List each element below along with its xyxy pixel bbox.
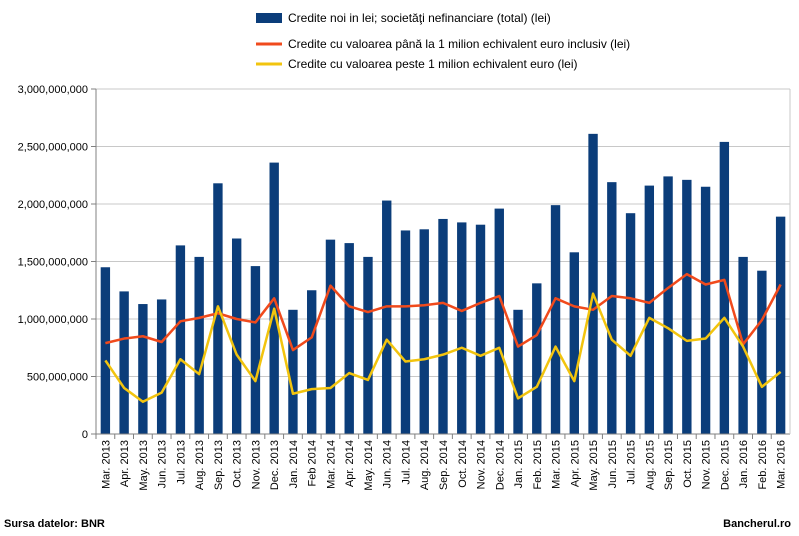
bar [419,229,429,434]
x-tick-label: Jun. 2014 [382,440,394,488]
bar [700,186,711,434]
axes [95,89,791,439]
bar [250,266,261,434]
bar [363,256,373,434]
x-tick-label: Jan. 2016 [738,440,750,488]
bar [138,304,148,434]
bar [625,213,636,434]
y-tick-label: 3,000,000,000 [18,84,88,96]
x-tick-label: Mar. 2015 [551,440,563,489]
bar [532,283,542,434]
x-tick-label: Aug. 2014 [419,440,431,490]
bar [494,208,504,434]
y-tick-label: 2,000,000,000 [18,199,88,211]
bar [607,182,617,434]
bar [156,299,167,434]
x-tick-label: Jul. 2013 [175,440,187,485]
x-tick-label: Dec. 2013 [269,440,281,490]
bar [775,216,786,434]
bar [663,176,673,434]
x-tick-label: Jan. 2014 [288,440,300,488]
bar [438,218,448,434]
x-tick-label: Feb 2014 [307,440,319,486]
x-tick-label: Sep. 2013 [213,440,225,490]
y-tick-label: 0 [82,429,88,441]
brand-label: Bancherul.ro [723,518,791,530]
bar [344,243,354,434]
x-tick-label: Aug. 2015 [644,440,656,490]
x-tick-label: Feb. 2016 [757,440,769,490]
x-tick-label: May. 2013 [138,440,150,491]
x-tick-label: Jul. 2014 [400,440,412,485]
y-tick-label: 2,500,000,000 [18,142,88,154]
bar [288,309,298,434]
bar [175,245,186,434]
x-tick-label: Nov. 2014 [476,440,488,489]
x-tick-label: Nov. 2015 [701,440,713,489]
line-under-1m [105,272,782,352]
x-tick-label: Oct. 2014 [457,440,469,488]
x-tick-label: Jun. 2013 [157,440,169,488]
x-tick-label: Dec. 2015 [719,440,731,490]
x-tick-label: Apr. 2014 [344,440,356,487]
legend-label-under-1m: Credite cu valoarea până la 1 milion ech… [288,37,630,51]
y-tick-labels: 0 500,000,000 1,000,000,000 1,500,000,000 2,… [18,84,88,441]
bar [719,141,730,434]
y-tick-label: 1,500,000,000 [18,257,88,269]
legend-swatch-total [256,13,282,23]
bar [194,256,204,434]
bar-series [100,133,786,434]
bar [100,267,111,434]
x-tick-label: Apr. 2013 [119,440,131,487]
x-tick-labels: Mar. 2013 Apr. 2013 May. 2013 Jun. 2013 Jul.… [100,440,787,491]
x-tick-label: Sep. 2015 [663,440,675,490]
bar [382,200,392,434]
x-tick-label: Aug. 2013 [194,440,206,490]
x-tick-label: Dec. 2014 [494,440,506,490]
x-tick-label: Jul. 2015 [626,440,638,485]
bar [400,230,411,434]
legend-label-over-1m: Credite cu valoarea peste 1 milion echiv… [288,57,577,71]
bar [307,290,317,434]
bar [682,179,692,434]
x-tick-label: Nov. 2013 [250,440,262,489]
bar [757,270,767,434]
bar [513,309,523,434]
bar [475,224,486,434]
x-tick-label: Oct. 2015 [682,440,694,488]
x-tick-label: Mar. 2014 [325,440,337,489]
x-tick-label: Jun. 2015 [607,440,619,488]
bar [644,185,655,434]
legend-label-total: Credite noi in lei; societăţi nefinancia… [288,11,551,25]
x-tick-label: Sep. 2014 [438,440,450,490]
legend: Credite noi in lei; societăţi nefinancia… [256,11,630,71]
y-tick-label: 1,000,000,000 [18,314,88,326]
bar [550,205,561,434]
x-tick-label: Jan. 2015 [513,440,525,488]
bar [119,291,129,434]
x-tick-label: Oct. 2013 [232,440,244,488]
bar [569,252,579,434]
bar [588,133,598,434]
x-tick-label: Mar. 2016 [776,440,788,489]
line-series [104,272,782,404]
x-tick-label: May. 2015 [588,440,600,491]
x-tick-label: Apr. 2015 [569,440,581,487]
bar [457,222,467,434]
source-note: Sursa datelor: BNR [4,518,105,530]
line-over-1m [104,292,782,404]
x-tick-label: Mar. 2013 [100,440,112,489]
x-tick-label: Feb. 2015 [532,440,544,490]
y-tick-label: 500,000,000 [27,372,88,384]
x-tick-label: May. 2014 [363,440,375,491]
bar [325,239,336,434]
bar [231,238,242,434]
